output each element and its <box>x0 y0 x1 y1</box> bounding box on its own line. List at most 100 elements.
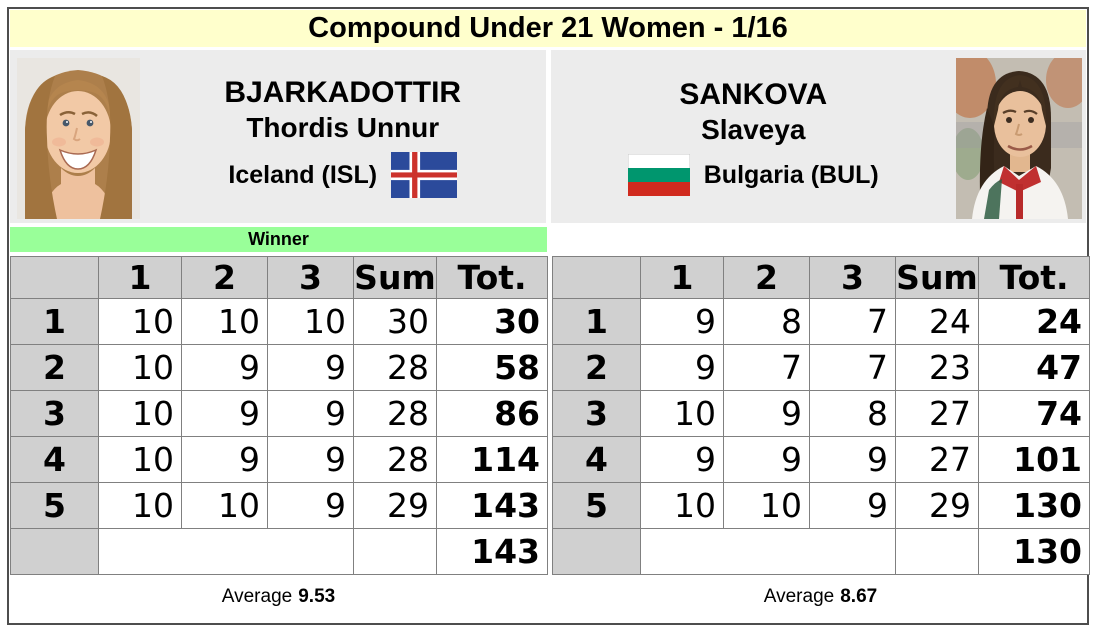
average-value: 9.53 <box>298 586 336 607</box>
arrow-score-cell: 10 <box>723 482 810 529</box>
arrow-score-cell: 8 <box>809 390 896 437</box>
athlete-country-label: Bulgaria (BUL) <box>703 161 879 190</box>
athlete-photo-right <box>944 50 1090 219</box>
end-number-cell: 1 <box>552 298 641 345</box>
athlete-panel-left: BJARKADOTTIR Thordis Unnur Iceland (ISL) <box>10 50 546 223</box>
spacer-cell <box>640 528 896 575</box>
arrow-score-cell: 9 <box>267 390 354 437</box>
end-number-cell <box>10 528 99 575</box>
arrow-score-cell: 9 <box>809 482 896 529</box>
arrow-score-cell: 9 <box>267 344 354 391</box>
arrow-score-cell: 10 <box>98 482 182 529</box>
arrow-score-cell: 10 <box>98 344 182 391</box>
athlete-firstname: Thordis Unnur <box>246 111 440 143</box>
arrow-score-cell: 10 <box>98 298 182 345</box>
end-number-cell: 3 <box>10 390 99 437</box>
col-header-arrow3: 3 <box>809 256 896 299</box>
score-row: 1 9 8 7 24 24 <box>552 298 1090 345</box>
col-header-arrow3: 3 <box>267 256 354 299</box>
end-number-cell <box>552 528 641 575</box>
running-total-cell: 86 <box>436 390 548 437</box>
athlete-country-row: Bulgaria (BUL) <box>627 154 879 197</box>
col-header-sum: Sum <box>353 256 437 299</box>
arrow-score-cell: 9 <box>181 344 268 391</box>
arrow-score-cell: 9 <box>640 436 724 483</box>
arrow-score-cell: 10 <box>181 298 268 345</box>
score-row: 3 10 9 9 28 86 <box>10 390 548 437</box>
arrow-score-cell: 9 <box>640 344 724 391</box>
col-header-sum: Sum <box>895 256 979 299</box>
end-number-cell: 3 <box>552 390 641 437</box>
end-sum-cell <box>895 528 979 575</box>
arrow-score-cell: 10 <box>267 298 354 345</box>
score-row: 2 9 7 7 23 47 <box>552 344 1090 391</box>
athlete-panel-right: SANKOVA Slaveya Bulgaria (BUL) <box>550 50 1090 223</box>
running-total-cell: 47 <box>978 344 1090 391</box>
corner-cell <box>552 256 641 299</box>
match-total-cell: 130 <box>978 528 1090 575</box>
end-sum-cell: 30 <box>353 298 437 345</box>
athlete-country-row: Iceland (ISL) <box>228 152 458 199</box>
average-label: Average <box>763 586 835 607</box>
end-number-cell: 5 <box>10 482 99 529</box>
end-sum-cell: 28 <box>353 344 437 391</box>
score-boards: 1 2 3 Sum Tot. 1 10 10 10 30 30 2 10 <box>10 256 1090 608</box>
running-total-cell: 130 <box>978 482 1090 529</box>
athlete-firstname: Slaveya <box>701 113 806 145</box>
end-number-cell: 1 <box>10 298 99 345</box>
arrow-score-cell: 7 <box>809 344 896 391</box>
winner-row: Winner <box>10 227 1086 252</box>
running-total-cell: 101 <box>978 436 1090 483</box>
score-board-left: 1 2 3 Sum Tot. 1 10 10 10 30 30 2 10 <box>10 256 548 608</box>
athlete-portrait-icon <box>17 58 140 219</box>
score-table-left: 1 2 3 Sum Tot. 1 10 10 10 30 30 2 10 <box>10 256 548 575</box>
winner-banner: Winner <box>10 227 547 252</box>
end-number-cell: 2 <box>552 344 641 391</box>
running-total-cell: 143 <box>436 482 548 529</box>
arrow-score-cell: 7 <box>723 344 810 391</box>
final-total-row: 130 <box>552 528 1090 575</box>
col-header-arrow1: 1 <box>640 256 724 299</box>
end-sum-cell: 28 <box>353 390 437 437</box>
col-header-total: Tot. <box>978 256 1090 299</box>
end-number-cell: 2 <box>10 344 99 391</box>
average-line-right: Average 8.67 <box>552 586 1089 608</box>
page-title: Compound Under 21 Women - 1/16 <box>10 10 1086 47</box>
athlete-country-label: Iceland (ISL) <box>228 161 378 190</box>
end-sum-cell: 29 <box>895 482 979 529</box>
end-sum-cell: 28 <box>353 436 437 483</box>
athlete-lastname: SANKOVA <box>679 77 828 111</box>
col-header-total: Tot. <box>436 256 548 299</box>
arrow-score-cell: 9 <box>723 436 810 483</box>
score-row: 5 10 10 9 29 130 <box>552 482 1090 529</box>
arrow-score-cell: 9 <box>267 436 354 483</box>
end-number-cell: 4 <box>552 436 641 483</box>
score-table-right: 1 2 3 Sum Tot. 1 9 8 7 24 24 2 9 7 <box>552 256 1090 575</box>
iceland-flag-icon <box>391 152 458 199</box>
score-row: 4 9 9 9 27 101 <box>552 436 1090 483</box>
athlete-info-right: SANKOVA Slaveya Bulgaria (BUL) <box>551 77 957 197</box>
athlete-portrait-icon <box>944 50 1090 219</box>
end-sum-cell: 24 <box>895 298 979 345</box>
end-sum-cell: 23 <box>895 344 979 391</box>
match-scorecard: Compound Under 21 Women - 1/16 <box>7 7 1090 625</box>
running-total-cell: 114 <box>436 436 548 483</box>
end-sum-cell: 29 <box>353 482 437 529</box>
match-total-cell: 143 <box>436 528 548 575</box>
average-label: Average <box>221 586 293 607</box>
running-total-cell: 58 <box>436 344 548 391</box>
arrow-score-cell: 9 <box>267 482 354 529</box>
score-row: 5 10 10 9 29 143 <box>10 482 548 529</box>
col-header-arrow1: 1 <box>98 256 182 299</box>
running-total-cell: 30 <box>436 298 548 345</box>
arrow-score-cell: 10 <box>98 390 182 437</box>
corner-cell <box>10 256 99 299</box>
arrow-score-cell: 9 <box>181 390 268 437</box>
score-row: 1 10 10 10 30 30 <box>10 298 548 345</box>
bulgaria-flag-icon <box>627 154 690 197</box>
arrow-score-cell: 10 <box>640 482 724 529</box>
athlete-header-row: BJARKADOTTIR Thordis Unnur Iceland (ISL) <box>10 50 1090 223</box>
end-number-cell: 5 <box>552 482 641 529</box>
athlete-photo-left <box>17 58 140 219</box>
arrow-score-cell: 7 <box>809 298 896 345</box>
